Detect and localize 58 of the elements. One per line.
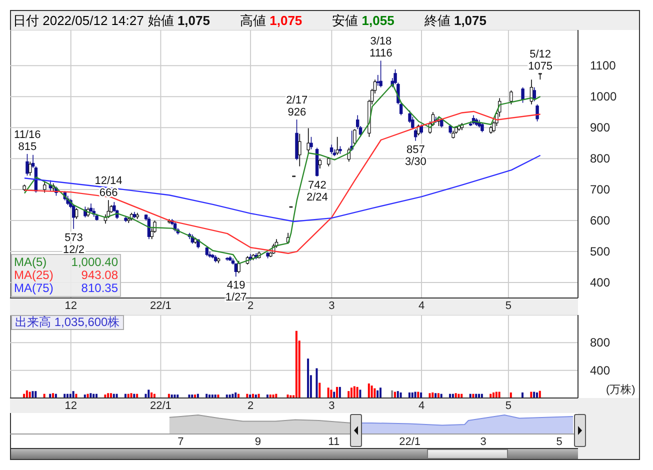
chart-title: 日付 2022/05/12 14:27 xyxy=(13,13,144,28)
annotation: 2/24 xyxy=(306,192,328,204)
annotation: 3/30 xyxy=(405,156,426,168)
annotation: 810.35 xyxy=(81,281,118,295)
annotation: 12/14 xyxy=(94,175,122,188)
chart-title: 出来高 1,035,600株 xyxy=(11,315,124,330)
x-tick-label: 12 xyxy=(64,400,77,412)
y-tick-label: 700 xyxy=(590,182,610,197)
x-tick-label: 22/1 xyxy=(150,400,172,412)
y-tick-label: 800 xyxy=(590,336,610,350)
annotation: 666 xyxy=(99,187,118,200)
x-tick-label: 12 xyxy=(64,300,77,312)
x-tick-label: 2 xyxy=(247,300,254,312)
y-tick-label: 400 xyxy=(590,363,610,378)
x-tick-label: 7 xyxy=(178,436,184,448)
text: MA(25) xyxy=(14,268,54,282)
annotation: 5/12 xyxy=(530,48,552,60)
annotation: 1,000.40 xyxy=(71,255,118,269)
text: 始値 1,075 xyxy=(148,13,210,28)
annotation: 815 xyxy=(18,140,37,153)
x-tick-label: 5 xyxy=(505,300,512,312)
annotation: 11/16 xyxy=(14,128,41,141)
text: MA(75) xyxy=(14,281,54,295)
x-tick-label: 3 xyxy=(328,300,335,312)
annotation: 12/2 xyxy=(63,244,84,256)
y-tick-label: 600 xyxy=(590,214,610,228)
x-tick-label: 11 xyxy=(328,436,340,448)
annotation: 419 xyxy=(226,280,246,292)
x-tick-label: 2 xyxy=(247,400,254,412)
x-tick-label: 4 xyxy=(418,400,425,412)
x-tick-label: 5 xyxy=(556,436,562,448)
annotation: 573 xyxy=(64,232,83,244)
annotation: 1116 xyxy=(370,48,392,60)
y-tick-label: 1100 xyxy=(590,58,616,73)
y-tick-label: 900 xyxy=(590,120,610,135)
annotation: 1075 xyxy=(528,60,553,72)
annotation: 742 xyxy=(308,180,326,192)
text: 安値 1,055 xyxy=(332,13,394,28)
x-tick-label: 9 xyxy=(254,436,261,448)
annotation: 926 xyxy=(288,106,306,119)
y-tick-label: 400 xyxy=(590,276,610,290)
x-tick-label: 22/1 xyxy=(150,300,172,312)
annotation: 3/18 xyxy=(370,36,392,48)
x-tick-label: 4 xyxy=(418,300,425,312)
y-axis-title: (万株) xyxy=(606,383,636,397)
annotation: 2/17 xyxy=(286,94,308,107)
x-tick-label: 5 xyxy=(505,400,512,412)
y-tick-label: 800 xyxy=(590,152,610,166)
y-tick-label: 1000 xyxy=(590,90,618,104)
y-tick-label: 500 xyxy=(590,244,610,259)
annotation: 857 xyxy=(406,144,425,156)
text: MA(5) xyxy=(14,255,47,269)
x-tick-label: 3 xyxy=(328,400,335,412)
x-tick-label: 3 xyxy=(480,436,486,448)
text: 終値 1,075 xyxy=(424,13,487,28)
annotation: 943.08 xyxy=(81,268,118,282)
x-tick-label: 22/1 xyxy=(399,436,421,448)
text: 高値 1,075 xyxy=(240,13,302,28)
